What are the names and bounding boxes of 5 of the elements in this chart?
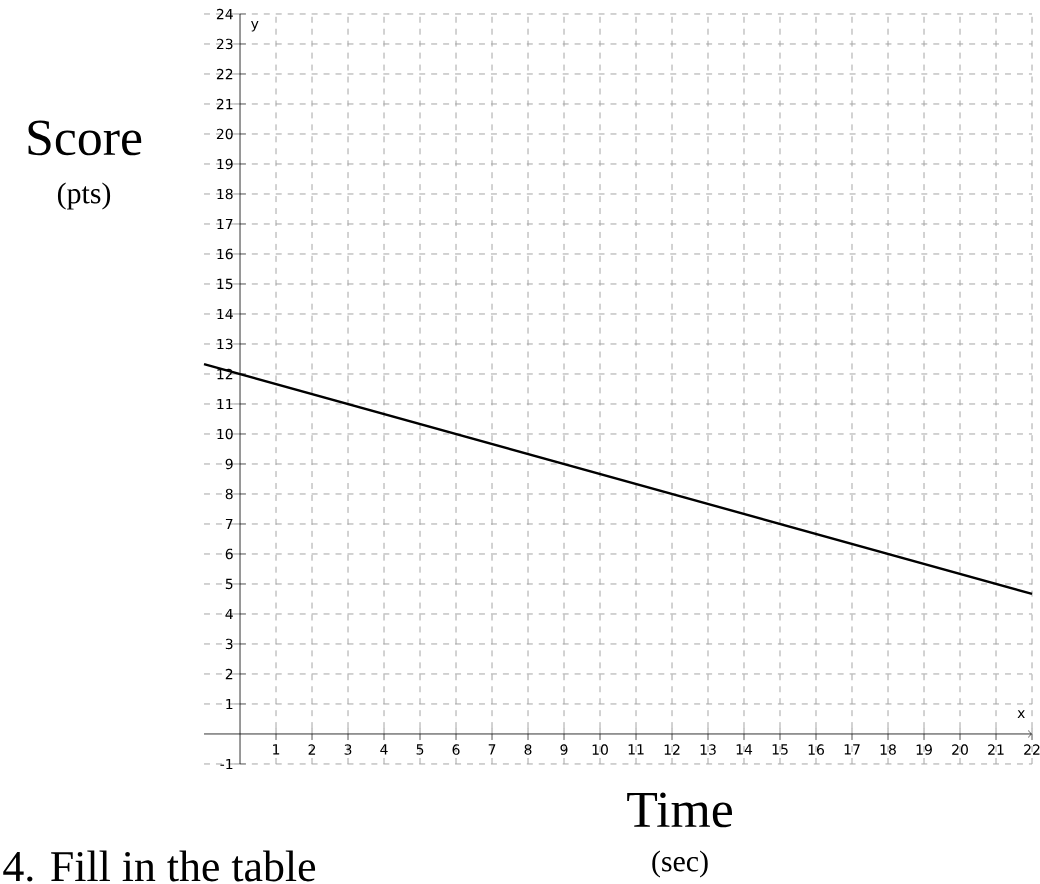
text: (pts): [57, 182, 111, 210]
y-axis-title: Score: [28, 120, 142, 156]
text: 4. Fill in the table: [3, 850, 316, 882]
x-axis-title: Time: [627, 792, 732, 828]
text: (sec): [652, 850, 708, 878]
